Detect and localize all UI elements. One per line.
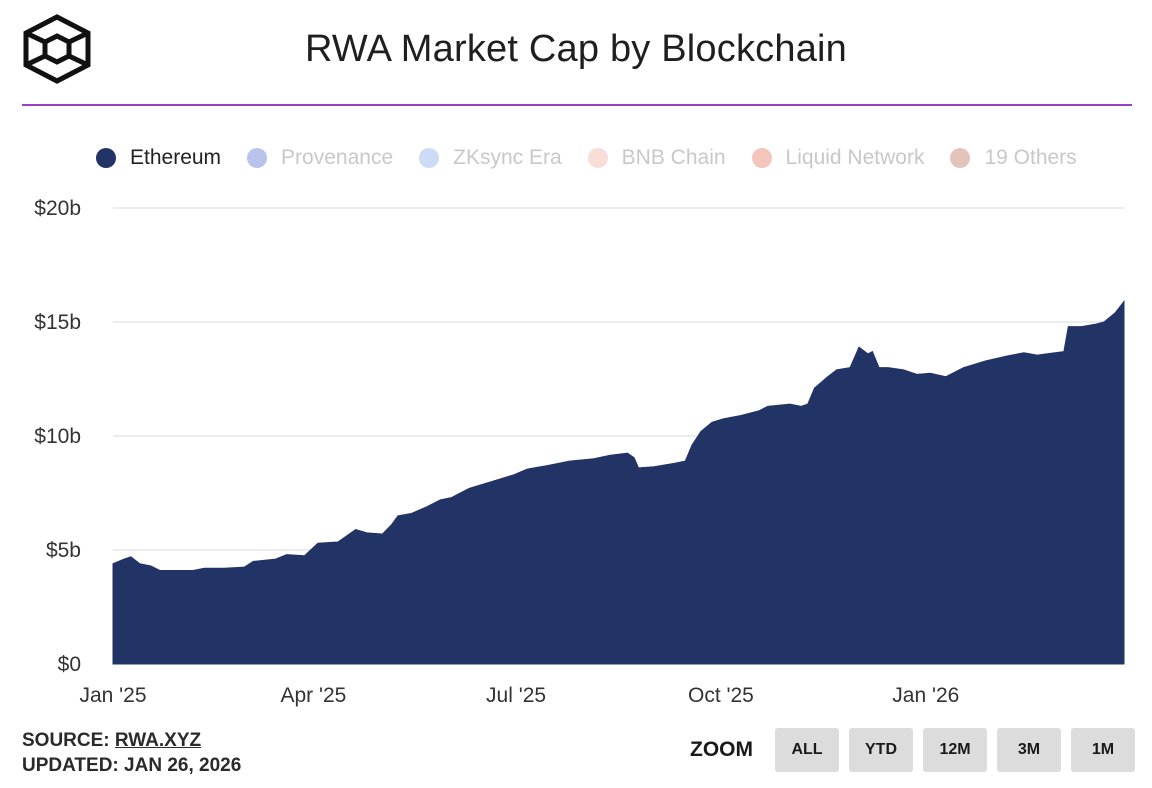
legend-item-zksync-era[interactable]: ZKsync Era xyxy=(419,146,562,170)
y-tick-label: $20b xyxy=(34,197,81,220)
footer-source-block: SOURCE: RWA.XYZ UPDATED: JAN 26, 2026 xyxy=(22,728,241,778)
legend-item-liquid-network[interactable]: Liquid Network xyxy=(751,146,925,170)
source-label: SOURCE: xyxy=(22,730,110,751)
y-tick-label: $15b xyxy=(34,311,81,334)
zoom-1m-button[interactable]: 1M xyxy=(1071,728,1135,772)
source-link[interactable]: RWA.XYZ xyxy=(114,730,202,751)
x-tick-label: Jan '26 xyxy=(892,684,959,707)
legend-dot-icon xyxy=(96,148,116,168)
title-divider xyxy=(22,104,1132,106)
y-tick-label: $5b xyxy=(46,539,81,562)
legend-item-bnb-chain[interactable]: BNB Chain xyxy=(587,146,726,170)
chart-area: $0 $5b $10b $15b $20b Jan '25 Apr '25 Jul '25 Oc… xyxy=(34,197,1125,707)
legend-label: Ethereum xyxy=(130,146,222,169)
zoom-ytd-button[interactable]: YTD xyxy=(849,728,913,772)
legend-label: Liquid Network xyxy=(785,146,925,169)
zoom-all-button[interactable]: ALL xyxy=(775,728,839,772)
x-tick-label: Jan '25 xyxy=(79,684,146,707)
legend-dot-icon xyxy=(950,148,971,168)
legend-dot-icon xyxy=(247,148,268,168)
legend-dot-icon xyxy=(587,148,608,168)
legend-label: Provenance xyxy=(281,146,394,169)
legend-label: ZKsync Era xyxy=(453,146,562,169)
x-tick-label: Jul '25 xyxy=(486,684,546,707)
y-tick-label: $10b xyxy=(34,425,81,448)
series-area-ethereum xyxy=(112,300,1125,665)
zoom-12m-button[interactable]: 12M xyxy=(923,728,987,772)
legend-item-ethereum[interactable]: Ethereum xyxy=(96,146,221,170)
updated-label: UPDATED: xyxy=(22,755,119,776)
zoom-label: ZOOM xyxy=(690,738,753,761)
updated-date: JAN 26, 2026 xyxy=(124,755,242,776)
rwa-logo-icon xyxy=(23,14,91,84)
legend-label: 19 Others xyxy=(984,146,1077,169)
legend-dot-icon xyxy=(751,148,772,168)
zoom-3m-button[interactable]: 3M xyxy=(997,728,1061,772)
legend-label: BNB Chain xyxy=(621,146,726,169)
chart-legend: Ethereum Provenance ZKsync Era BNB Chain Liq… xyxy=(96,146,1103,170)
y-tick-label: $0 xyxy=(58,653,81,676)
x-tick-label: Apr '25 xyxy=(280,684,346,707)
zoom-controls: ZOOM ALL YTD 12M 3M 1M xyxy=(690,728,1135,772)
legend-item-provenance[interactable]: Provenance xyxy=(247,146,393,170)
x-tick-label: Oct '25 xyxy=(688,684,754,707)
page-title: RWA Market Cap by Blockchain xyxy=(304,28,848,70)
legend-item-19-others[interactable]: 19 Others xyxy=(950,146,1077,170)
legend-dot-icon xyxy=(419,148,440,168)
